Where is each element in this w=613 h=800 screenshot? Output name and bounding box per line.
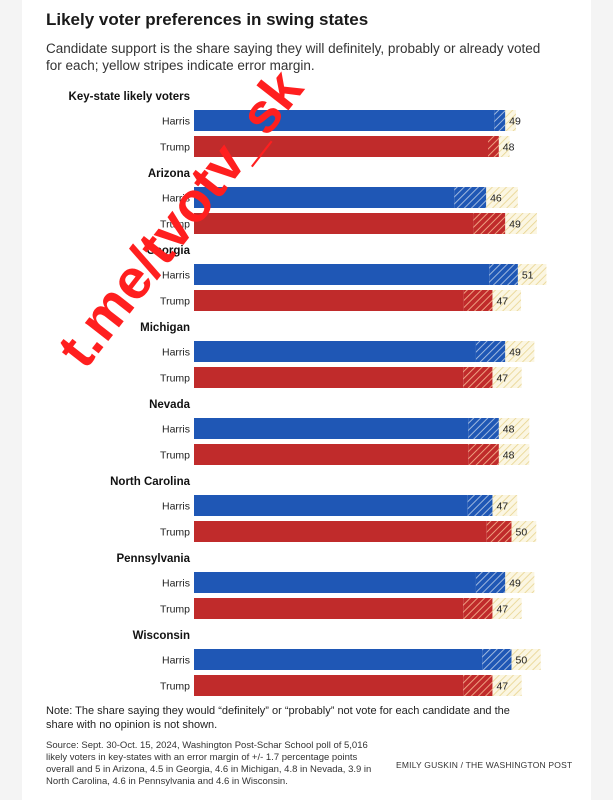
value-label-michigan-trump: 47: [496, 373, 508, 385]
bar-name-georgia-trump: Trump: [160, 296, 190, 308]
margin-lower-arizona-trump: [473, 213, 506, 234]
bar-georgia-harris: [194, 264, 490, 285]
value-label-pennsylvania-harris: 49: [509, 578, 521, 590]
value-label-north-carolina-harris: 47: [496, 501, 508, 513]
group-label-pennsylvania: Pennsylvania: [116, 553, 190, 565]
bar-key-state-likely-voters-trump: [194, 136, 489, 157]
group-label-georgia: Georgia: [147, 245, 191, 257]
chart-title: Likely voter preferences in swing states: [46, 10, 369, 29]
bar-name-arizona-trump: Trump: [160, 219, 190, 231]
margin-lower-nevada-trump: [468, 444, 499, 465]
chart-credit: EMILY GUSKIN / THE WASHINGTON POST: [396, 760, 573, 770]
bar-name-nevada-trump: Trump: [160, 450, 190, 462]
bar-north-carolina-harris: [194, 495, 468, 516]
group-label-north-carolina: North Carolina: [110, 476, 190, 488]
margin-upper-arizona-trump: [505, 213, 537, 234]
group-label-arizona: Arizona: [148, 168, 191, 180]
value-label-pennsylvania-trump: 47: [496, 604, 508, 616]
value-label-nevada-harris: 48: [503, 424, 515, 436]
value-label-north-carolina-trump: 50: [516, 527, 528, 539]
margin-lower-key-state-likely-voters-harris: [494, 110, 506, 131]
margin-upper-north-carolina-harris: [492, 495, 518, 516]
bar-name-nevada-harris: Harris: [162, 424, 190, 436]
margin-upper-georgia-trump: [492, 290, 522, 311]
bar-name-michigan-trump: Trump: [160, 373, 190, 385]
group-label-nevada: Nevada: [149, 399, 191, 411]
margin-upper-wisconsin-trump: [492, 675, 522, 696]
value-label-key-state-likely-voters-trump: 48: [503, 142, 515, 154]
margin-lower-nevada-harris: [468, 418, 499, 439]
margin-upper-nevada-trump: [498, 444, 530, 465]
value-label-michigan-harris: 49: [509, 347, 521, 359]
value-label-georgia-trump: 47: [496, 296, 508, 308]
margin-lower-wisconsin-harris: [482, 649, 512, 670]
margin-upper-pennsylvania-harris: [505, 572, 535, 593]
margin-lower-pennsylvania-trump: [463, 598, 493, 619]
margin-lower-michigan-trump: [463, 367, 493, 388]
margin-upper-key-state-likely-voters-harris: [505, 110, 516, 131]
margin-upper-michigan-trump: [492, 367, 522, 388]
chart-note: Note: The share saying they would “defin…: [46, 705, 510, 731]
margin-upper-north-carolina-trump: [511, 521, 537, 542]
margin-lower-michigan-harris: [475, 341, 506, 362]
bar-north-carolina-trump: [194, 521, 487, 542]
margin-upper-arizona-harris: [486, 187, 518, 208]
bar-key-state-likely-voters-harris: [194, 110, 495, 131]
group-label-key-state-likely-voters: Key-state likely voters: [69, 91, 190, 103]
bar-arizona-trump: [194, 213, 474, 234]
margin-upper-michigan-harris: [505, 341, 535, 362]
margin-lower-key-state-likely-voters-trump: [488, 136, 499, 157]
bar-name-key-state-likely-voters-harris: Harris: [162, 116, 190, 128]
bar-pennsylvania-trump: [194, 598, 464, 619]
value-label-wisconsin-harris: 50: [516, 655, 528, 667]
value-label-georgia-harris: 51: [522, 270, 534, 282]
bar-pennsylvania-harris: [194, 572, 476, 593]
bar-nevada-harris: [194, 418, 469, 439]
value-label-arizona-harris: 46: [490, 193, 502, 205]
bar-name-pennsylvania-harris: Harris: [162, 578, 190, 590]
value-label-key-state-likely-voters-harris: 49: [509, 116, 521, 128]
margin-lower-arizona-harris: [454, 187, 487, 208]
bar-name-arizona-harris: Harris: [162, 193, 190, 205]
bar-name-wisconsin-trump: Trump: [160, 681, 190, 693]
value-label-nevada-trump: 48: [503, 450, 515, 462]
chart-subtitle: Candidate support is the share saying th…: [46, 41, 541, 73]
bar-name-wisconsin-harris: Harris: [162, 655, 190, 667]
chart-source: Source: Sept. 30-Oct. 15, 2024, Washingt…: [46, 740, 372, 787]
bar-name-north-carolina-harris: Harris: [162, 501, 190, 513]
value-label-wisconsin-trump: 47: [496, 681, 508, 693]
margin-upper-nevada-harris: [498, 418, 530, 439]
margin-lower-pennsylvania-harris: [475, 572, 506, 593]
margin-lower-north-carolina-trump: [486, 521, 512, 542]
margin-upper-key-state-likely-voters-trump: [498, 136, 510, 157]
bar-name-north-carolina-trump: Trump: [160, 527, 190, 539]
bar-michigan-trump: [194, 367, 464, 388]
bar-wisconsin-harris: [194, 649, 483, 670]
bar-name-pennsylvania-trump: Trump: [160, 604, 190, 616]
bar-arizona-harris: [194, 187, 455, 208]
margin-lower-georgia-harris: [489, 264, 518, 285]
margin-upper-pennsylvania-trump: [492, 598, 522, 619]
bar-wisconsin-trump: [194, 675, 464, 696]
bar-name-georgia-harris: Harris: [162, 270, 190, 282]
group-label-michigan: Michigan: [140, 322, 190, 334]
bar-georgia-trump: [194, 290, 464, 311]
margin-lower-north-carolina-harris: [467, 495, 493, 516]
bar-michigan-harris: [194, 341, 476, 362]
bar-name-michigan-harris: Harris: [162, 347, 190, 359]
bar-nevada-trump: [194, 444, 469, 465]
bar-name-key-state-likely-voters-trump: Trump: [160, 142, 190, 154]
margin-upper-wisconsin-harris: [511, 649, 541, 670]
value-label-arizona-trump: 49: [509, 219, 521, 231]
margin-lower-wisconsin-trump: [463, 675, 493, 696]
group-label-wisconsin: Wisconsin: [133, 630, 190, 642]
margin-upper-georgia-harris: [517, 264, 547, 285]
margin-lower-georgia-trump: [463, 290, 493, 311]
